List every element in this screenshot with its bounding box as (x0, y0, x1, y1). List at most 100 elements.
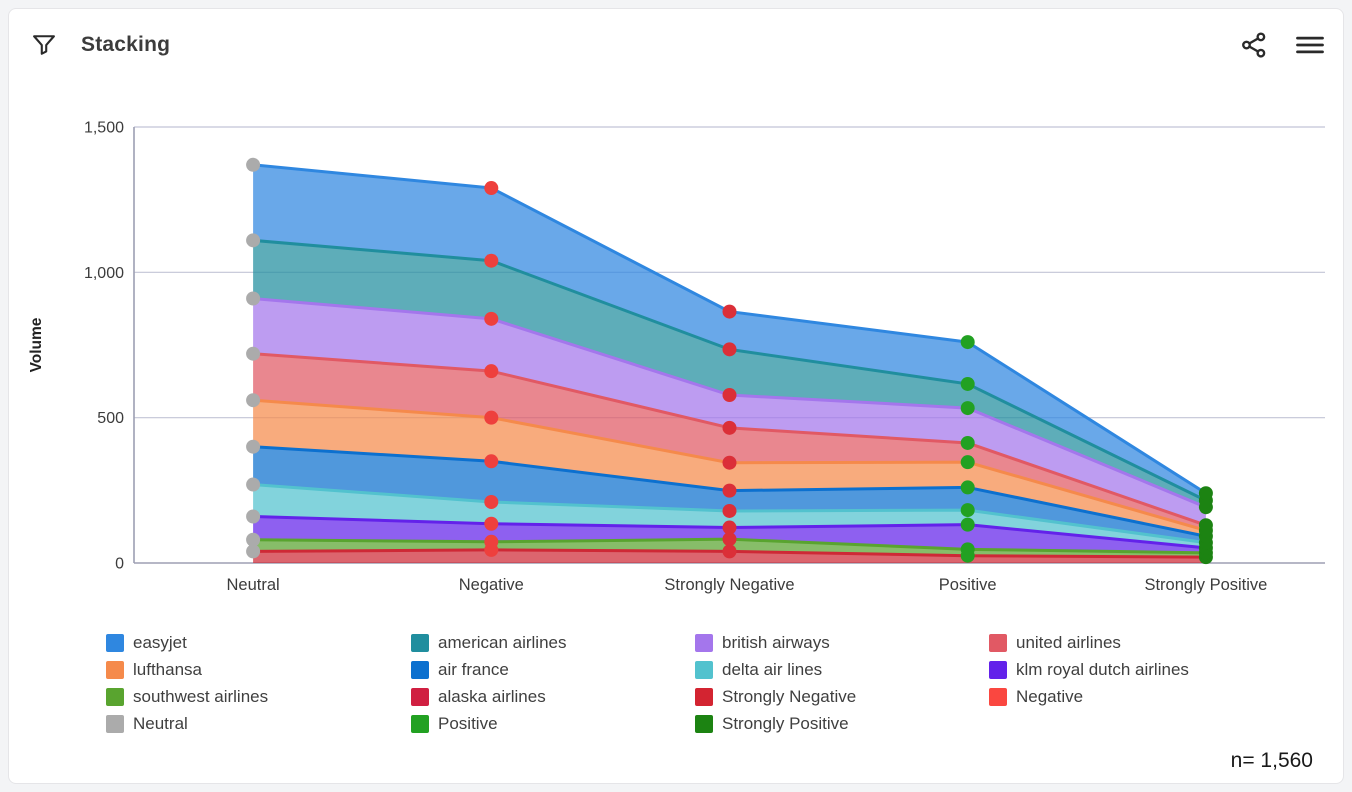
legend-label: Strongly Positive (722, 713, 849, 733)
y-axis-title: Volume (28, 317, 45, 372)
legend-swatch (411, 633, 429, 652)
hamburger-icon (1295, 30, 1325, 63)
data-point-easyjet[interactable] (246, 157, 261, 172)
data-point-easyjet[interactable] (960, 335, 975, 350)
area-american-airlines[interactable] (253, 240, 1206, 508)
data-point-southwest-airlines[interactable] (960, 542, 975, 557)
data-point-delta-air-lines[interactable] (960, 503, 975, 518)
legend-label: Strongly Negative (722, 686, 857, 706)
data-point-air-france[interactable] (722, 483, 737, 498)
legend-item-united-airlines[interactable]: united airlines (989, 629, 1189, 656)
legend-swatch (695, 687, 713, 706)
funnel-icon (30, 31, 58, 62)
data-point-british-airways[interactable] (246, 291, 261, 306)
data-point-lufthansa[interactable] (484, 410, 499, 425)
legend-item-delta-air-lines[interactable]: delta air lines (695, 656, 856, 683)
legend-swatch (695, 660, 713, 679)
data-point-british-airways[interactable] (960, 401, 975, 416)
legend-item-strongly-positive[interactable]: Strongly Positive (695, 710, 856, 737)
data-point-lufthansa[interactable] (960, 455, 975, 470)
y-tick-label: 1,500 (84, 120, 124, 137)
legend-column: american airlines air france alaska airlin… (411, 629, 567, 737)
legend-item-klm-royal-dutch-airlines[interactable]: klm royal dutch airlines (989, 656, 1189, 683)
data-point-alaska-airlines[interactable] (722, 544, 737, 559)
data-point-klm-royal-dutch-airlines[interactable] (246, 509, 261, 524)
data-point-air-france[interactable] (484, 454, 499, 469)
legend-label: air france (438, 659, 509, 679)
legend-swatch (106, 714, 124, 733)
legend-label: Negative (1016, 686, 1084, 706)
menu-button[interactable] (1293, 29, 1327, 63)
legend-item-british-airways[interactable]: british airways (695, 629, 856, 656)
filter-button[interactable] (27, 29, 61, 63)
stacked-area-chart[interactable]: 0 500 1,000 1,500 Neutral Negative Strongly Ne… (9, 101, 1345, 621)
data-point-american-airlines[interactable] (246, 233, 261, 248)
data-point-delta-air-lines[interactable] (484, 494, 499, 509)
data-point-british-airways[interactable] (484, 311, 499, 326)
legend-item-easyjet[interactable]: easyjet (106, 629, 268, 656)
area-british-airways[interactable] (253, 298, 1206, 526)
share-icon (1239, 30, 1269, 63)
legend-item-neutral[interactable]: Neutral (106, 710, 268, 737)
data-point-alaska-airlines[interactable] (246, 544, 261, 559)
data-point-southwest-airlines[interactable] (246, 532, 261, 547)
share-button[interactable] (1237, 29, 1271, 63)
legend-label: british airways (722, 632, 830, 652)
legend-item-lufthansa[interactable]: lufthansa (106, 656, 268, 683)
legend-item-alaska-airlines[interactable]: alaska airlines (411, 683, 567, 710)
data-point-british-airways[interactable] (722, 387, 737, 402)
y-tick-label: 1,000 (84, 265, 124, 282)
legend-label: lufthansa (133, 659, 202, 679)
legend-swatch (695, 714, 713, 733)
legend-swatch (989, 660, 1007, 679)
data-point-easyjet[interactable] (722, 304, 737, 319)
data-point-united-airlines[interactable] (246, 346, 261, 361)
legend-item-southwest-airlines[interactable]: southwest airlines (106, 683, 268, 710)
data-point-united-airlines[interactable] (960, 435, 975, 450)
legend-swatch (411, 687, 429, 706)
area-easyjet[interactable] (253, 164, 1206, 501)
legend-label: delta air lines (722, 659, 823, 679)
data-point-klm-royal-dutch-airlines[interactable] (722, 520, 737, 535)
widget-header: Stacking (9, 9, 1343, 89)
data-point-southwest-airlines[interactable] (722, 532, 737, 547)
x-tick-label: Strongly Positive (1144, 576, 1267, 594)
chart-legend: easyjet lufthansa southwest airlines Neutra… (106, 629, 1316, 744)
data-point-southwest-airlines[interactable] (484, 534, 499, 549)
data-point-united-airlines[interactable] (484, 364, 499, 379)
legend-item-negative[interactable]: Negative (989, 683, 1189, 710)
data-point-klm-royal-dutch-airlines[interactable] (960, 517, 975, 532)
legend-item-strongly-negative[interactable]: Strongly Negative (695, 683, 856, 710)
data-point-delta-air-lines[interactable] (722, 503, 737, 518)
data-point-lufthansa[interactable] (722, 455, 737, 470)
legend-column: easyjet lufthansa southwest airlines Neutra… (106, 629, 268, 737)
legend-item-american-airlines[interactable]: american airlines (411, 629, 567, 656)
legend-label: united airlines (1016, 632, 1121, 652)
legend-swatch (411, 714, 429, 733)
legend-label: Neutral (133, 713, 188, 733)
data-point-lufthansa[interactable] (246, 393, 261, 408)
legend-swatch (411, 660, 429, 679)
data-point-united-airlines[interactable] (722, 420, 737, 435)
legend-item-positive[interactable]: Positive (411, 710, 567, 737)
legend-label: Positive (438, 713, 498, 733)
legend-label: klm royal dutch airlines (1016, 659, 1189, 679)
data-point-american-airlines[interactable] (484, 253, 499, 268)
area-united-airlines[interactable] (253, 353, 1206, 531)
legend-item-air-france[interactable]: air france (411, 656, 567, 683)
data-point-klm-royal-dutch-airlines[interactable] (484, 516, 499, 531)
data-point-air-france[interactable] (960, 480, 975, 495)
legend-label: southwest airlines (133, 686, 269, 706)
x-tick-label: Positive (939, 576, 997, 594)
data-point-delta-air-lines[interactable] (246, 477, 261, 492)
data-point-american-airlines[interactable] (960, 376, 975, 391)
data-point-united-airlines[interactable] (1198, 518, 1213, 533)
data-point-air-france[interactable] (246, 439, 261, 454)
data-point-easyjet[interactable] (484, 181, 499, 196)
data-point-american-airlines[interactable] (722, 342, 737, 357)
widget-card: Stacking 0 500 1,00 (8, 8, 1344, 784)
legend-label: easyjet (133, 632, 187, 652)
x-tick-label: Neutral (226, 576, 279, 594)
y-tick-label: 0 (115, 556, 124, 573)
data-point-easyjet[interactable] (1198, 486, 1213, 501)
